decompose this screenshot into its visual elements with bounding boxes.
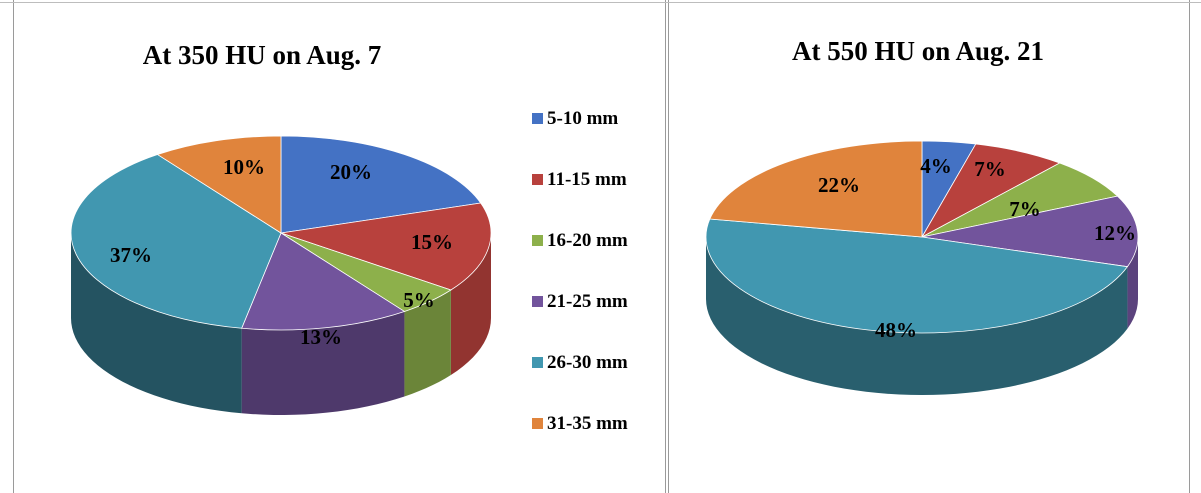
panel-divider-inner (668, 0, 669, 493)
pie-0-slice-0 (280, 135, 482, 234)
legend-label: 31-35 mm (547, 413, 628, 434)
pie-1-side-4 (706, 237, 1128, 395)
legend-swatch (532, 296, 543, 307)
pie-0-side-3 (241, 311, 405, 415)
legend-swatch (532, 113, 543, 124)
legend-swatch (532, 357, 543, 368)
pie-0-side-2 (404, 290, 451, 397)
pie-0-side-1 (450, 233, 491, 376)
pie-1-slice-5 (709, 140, 923, 238)
pie-1-data-label-0: 4% (920, 154, 952, 178)
right-chart-panel: 4% 7% 7% 12% 48% 22% At 550 HU on Aug. 21 (668, 0, 1201, 493)
pie-1-data-label-4: 48% (875, 318, 917, 342)
legend-label: 11-15 mm (547, 169, 627, 190)
pie-1-slice-3 (921, 195, 1139, 268)
right-border (1189, 0, 1190, 493)
legend-swatch (532, 174, 543, 185)
pie-0-data-label-5: 10% (223, 155, 265, 179)
chart-title-left: At 350 HU on Aug. 7 (142, 40, 382, 70)
pie-0-slice-3 (241, 232, 406, 331)
pie-0-side-4 (71, 233, 242, 414)
pie-1-data-label-5: 22% (818, 173, 860, 197)
pie-0-data-labels: 20% 15% 5% 13% 37% 10% (110, 155, 453, 349)
pie-1-data-label-2: 7% (1009, 197, 1041, 221)
pie-0-side-walls (71, 233, 491, 415)
pie-0-data-label-0: 20% (330, 160, 372, 184)
chart-title-right: At 550 HU on Aug. 21 (791, 36, 1045, 66)
left-chart-panel: 20% 15% 5% 13% 37% 10% At 350 HU on Aug. 7 5-… (70, 40, 628, 434)
legend-swatch (532, 418, 543, 429)
pie-1-side-3 (1127, 237, 1138, 329)
pie-1-slices (705, 140, 1139, 334)
pie-chart-left: 20% 15% 5% 13% 37% 10% (70, 135, 492, 415)
pie-1-slice-4 (705, 218, 1129, 334)
pie-1-data-labels: 4% 7%7% 12% 48% 22% (818, 154, 1136, 342)
legend-label: 5-10 mm (547, 108, 619, 129)
pie-1-data-label-3: 12% (1094, 221, 1136, 245)
legend-swatch (532, 235, 543, 246)
top-border (0, 2, 1201, 3)
pie-0-data-label-2: 5% (403, 288, 435, 312)
panel-divider (665, 0, 666, 493)
legend-label: 16-20 mm (547, 230, 628, 251)
pie-0-data-label-1: 15% (411, 230, 453, 254)
pie-0-slice-1 (280, 202, 492, 291)
pie-0-slice-4 (70, 154, 282, 329)
legend-label: 26-30 mm (547, 352, 628, 373)
pie-1-data-label-1: 7% (974, 157, 1006, 181)
pie-0-slices (70, 135, 492, 331)
legend-label: 21-25 mm (547, 291, 628, 312)
left-border (13, 0, 14, 493)
pie-0-data-label-4: 37% (110, 243, 152, 267)
pie-0-slice-5 (156, 135, 282, 234)
pie-1-side-walls (706, 237, 1138, 395)
pie-chart-right: 4% 7%7% 12% 48% 22% (705, 140, 1139, 395)
pie-0-data-label-3: 13% (300, 325, 342, 349)
